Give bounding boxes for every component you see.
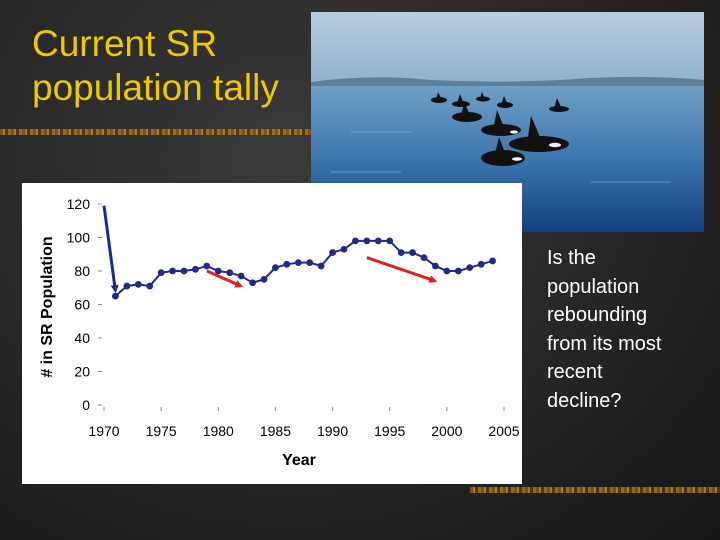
data-point	[112, 292, 119, 300]
data-point	[260, 275, 268, 283]
x-tick-label: 1990	[317, 423, 348, 439]
y-tick-label: 20	[74, 364, 90, 380]
population-line	[114, 239, 493, 297]
x-tick-label: 1985	[260, 423, 291, 439]
question-line-3: rebounding	[547, 304, 648, 326]
data-point	[192, 265, 199, 273]
question-line-2: population	[547, 275, 640, 298]
data-point	[466, 264, 474, 272]
data-point	[134, 281, 142, 288]
data-point	[329, 249, 336, 256]
x-tick-label: 1975	[146, 423, 177, 439]
data-point	[123, 282, 131, 290]
data-point	[237, 272, 245, 280]
y-tick-label: 60	[74, 297, 90, 313]
data-point	[317, 262, 325, 270]
data-point	[432, 262, 439, 270]
y-tick-label: 120	[67, 196, 91, 212]
y-tick-label: 40	[74, 330, 90, 346]
population-chart: # in SR Population Year 0 20 40 60 80 100 120 1…	[22, 183, 522, 484]
x-tick-label: 1970	[88, 423, 119, 439]
y-tick-label: 100	[67, 230, 91, 246]
data-point	[226, 269, 234, 277]
chart-svg: # in SR Population Year 0 20 40 60 80 100 120 1…	[39, 196, 520, 469]
y-tick-label: 0	[82, 397, 90, 413]
data-point	[352, 237, 359, 245]
data-point	[340, 245, 348, 253]
data-point	[363, 237, 371, 245]
slide-title-line-2: population tally	[32, 67, 279, 108]
slide-title: Current SR population tally	[32, 22, 302, 110]
data-point	[477, 260, 485, 268]
data-point	[443, 267, 451, 275]
x-tick-label: 1980	[203, 423, 234, 439]
question-line-6: decline?	[547, 389, 622, 412]
data-point	[489, 257, 496, 265]
red-trend-arrow	[206, 269, 243, 288]
data-point	[306, 259, 314, 267]
data-point	[146, 282, 154, 290]
y-axis-label: # in SR Population	[39, 236, 56, 377]
data-point	[169, 267, 176, 275]
question-line-5: recent	[547, 361, 603, 383]
data-point	[454, 267, 462, 275]
blue-trend-arrow	[102, 205, 119, 294]
data-point	[157, 269, 165, 277]
red-trend-arrow	[366, 256, 438, 283]
data-point	[397, 249, 405, 256]
decorative-rule-bottom	[470, 487, 720, 493]
data-point	[374, 237, 382, 245]
data-point	[294, 259, 302, 267]
data-point	[203, 262, 211, 270]
data-point	[420, 254, 428, 261]
x-axis-label: Year	[282, 452, 316, 469]
data-point	[272, 264, 279, 272]
question-line-4: from its most	[547, 332, 662, 355]
data-point	[180, 267, 188, 275]
slide-title-line-1: Current SR	[32, 23, 218, 64]
data-point	[214, 267, 222, 275]
x-tick-label: 1995	[374, 423, 405, 439]
question-text: Is the population rebounding from its mo…	[547, 244, 707, 415]
y-tick-label: 80	[74, 263, 90, 279]
x-tick-label: 2000	[431, 423, 462, 439]
data-point	[409, 249, 416, 256]
x-tick-label: 2005	[488, 423, 519, 439]
decorative-rule-top	[0, 129, 330, 135]
data-point	[249, 279, 256, 287]
question-line-1: Is the	[547, 247, 596, 269]
data-point	[283, 260, 291, 268]
data-point	[386, 237, 394, 245]
